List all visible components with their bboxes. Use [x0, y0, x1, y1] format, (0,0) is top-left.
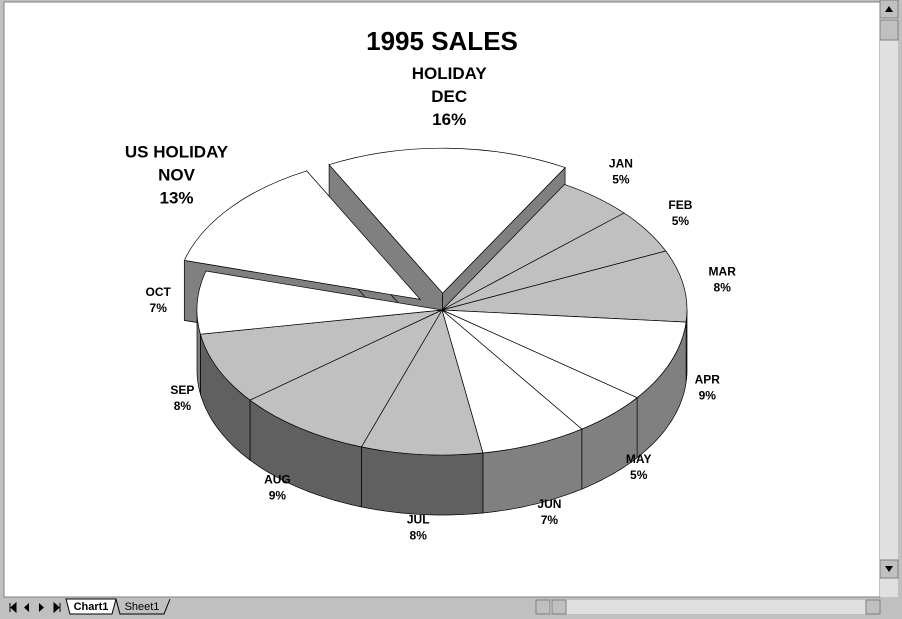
data-label: 9%	[269, 489, 287, 503]
pie-slice	[441, 250, 688, 323]
category-label: SEP	[170, 383, 194, 397]
pie-slice	[360, 309, 484, 456]
category-label: HOLIDAY	[412, 64, 488, 83]
scroll-right-button[interactable]	[865, 599, 881, 615]
pie-slice	[196, 270, 443, 335]
category-label: OCT	[146, 285, 172, 299]
pie	[183, 147, 688, 516]
chart-title: 1995 SALES	[366, 26, 518, 56]
pie-slice	[328, 147, 566, 294]
category-label: JUN	[537, 497, 561, 511]
sheet-tab-label[interactable]: Sheet1	[125, 601, 160, 613]
category-label: AUG	[264, 473, 291, 487]
scroll-thumb[interactable]	[879, 19, 899, 41]
sheet-tab[interactable]	[115, 598, 171, 615]
sheet-tab-label[interactable]: Chart1	[74, 601, 109, 613]
arrow-icon	[885, 566, 893, 572]
data-label: 7%	[541, 513, 559, 527]
category-label: MAY	[626, 452, 652, 466]
pie-slice	[249, 309, 443, 448]
data-label: 5%	[630, 468, 648, 482]
data-label: 9%	[699, 389, 717, 403]
pie-slice	[441, 308, 583, 454]
data-label: 5%	[612, 173, 630, 187]
category-label: DEC	[431, 87, 467, 106]
category-label: MAR	[709, 265, 737, 279]
category-label: US HOLIDAY	[125, 143, 229, 162]
category-label: APR	[695, 373, 721, 387]
data-label: 5%	[672, 214, 690, 228]
nav-next[interactable]	[39, 603, 44, 612]
category-label: NOV	[158, 166, 196, 185]
vertical-scrollbar[interactable]	[880, 0, 898, 597]
sheet-tab-active[interactable]	[65, 598, 117, 615]
scroll-thumb[interactable]	[551, 599, 567, 615]
category-label: JAN	[609, 157, 633, 171]
pie-slice	[199, 309, 443, 401]
tab-nav[interactable]	[9, 601, 61, 614]
slice-side	[361, 446, 484, 516]
horizontal-scrollbar[interactable]	[536, 600, 880, 614]
data-label: 13%	[159, 189, 193, 208]
data-label: 8%	[410, 528, 428, 542]
nav-last[interactable]	[53, 601, 61, 614]
data-label: 7%	[150, 301, 168, 315]
category-label: FEB	[668, 198, 692, 212]
category-label: JUL	[407, 512, 430, 526]
arrow-icon	[885, 6, 893, 12]
nav-first[interactable]	[9, 601, 17, 614]
data-label: 8%	[714, 281, 732, 295]
nav-prev[interactable]	[24, 603, 29, 612]
pie-slice	[441, 309, 687, 399]
pie-slice	[183, 170, 422, 300]
scroll-left-button[interactable]	[535, 599, 551, 615]
data-label: 16%	[432, 110, 466, 129]
data-label: 8%	[174, 399, 192, 413]
